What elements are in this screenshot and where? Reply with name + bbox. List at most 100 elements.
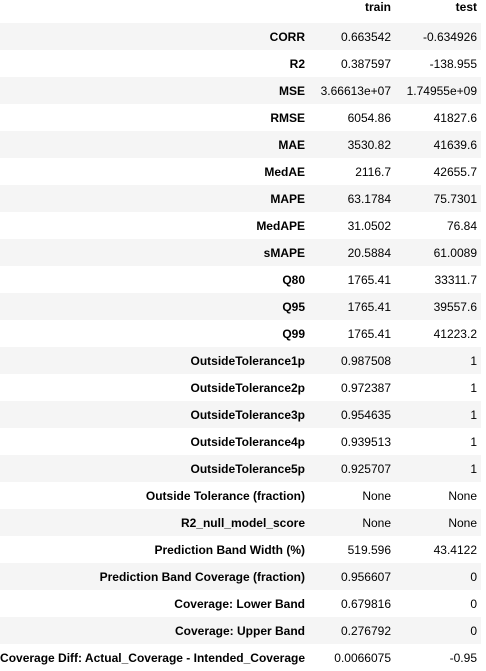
table-row: OutsideTolerance2p 0.972387 1 xyxy=(0,374,481,401)
train-value: 0.0066075 xyxy=(334,650,391,665)
row-label: R2_null_model_score xyxy=(180,515,305,530)
table-row: MSE 3.66613e+07 1.74955e+09 xyxy=(0,77,481,104)
table-row: CORR 0.663542 -0.634926 xyxy=(0,23,481,50)
train-value: 63.1784 xyxy=(347,191,391,206)
table-body: CORR 0.663542 -0.634926 R2 0.387597 -138.955 M… xyxy=(0,23,481,671)
table-row: Coverage Diff: Actual_Coverage - Intende… xyxy=(0,644,481,671)
test-value: 1.74955e+09 xyxy=(406,83,477,98)
test-value: 0 xyxy=(470,623,477,638)
test-value: 1 xyxy=(470,407,477,422)
train-value: 31.0502 xyxy=(347,218,391,233)
train-value: 0.387597 xyxy=(340,56,391,71)
table-row: Coverage: Upper Band 0.276792 0 xyxy=(0,617,481,644)
test-value: 42655.7 xyxy=(433,164,477,179)
test-value: -138.955 xyxy=(429,56,477,71)
table-row: Prediction Band Width (%) 519.596 43.4122 xyxy=(0,536,481,563)
row-label: MSE xyxy=(278,83,305,98)
train-value: None xyxy=(362,515,391,530)
table-row: Coverage: Lower Band 0.679816 0 xyxy=(0,590,481,617)
row-label: MAPE xyxy=(270,191,305,206)
train-value: 0.956607 xyxy=(340,569,391,584)
row-label: OutsideTolerance3p xyxy=(190,407,305,422)
row-label: OutsideTolerance1p xyxy=(190,353,305,368)
train-value: 6054.86 xyxy=(347,110,391,125)
row-label: Prediction Band Width (%) xyxy=(154,542,305,557)
table-row: OutsideTolerance1p 0.987508 1 xyxy=(0,347,481,374)
row-label: OutsideTolerance5p xyxy=(190,461,305,476)
row-label: MAE xyxy=(278,137,305,152)
row-label: Coverage: Upper Band xyxy=(174,623,305,638)
train-value: 3530.82 xyxy=(347,137,391,152)
table-row: Q80 1765.41 33311.7 xyxy=(0,266,481,293)
table-row: MAE 3530.82 41639.6 xyxy=(0,131,481,158)
train-value: 0.276792 xyxy=(340,623,391,638)
test-value: -0.95 xyxy=(449,650,477,665)
test-value: None xyxy=(448,488,477,503)
test-value: 1 xyxy=(470,353,477,368)
test-value: 39557.6 xyxy=(433,299,477,314)
table-row: sMAPE 20.5884 61.0089 xyxy=(0,239,481,266)
train-value: 0.939513 xyxy=(340,434,391,449)
table-row: R2_null_model_score None None xyxy=(0,509,481,536)
table-row: RMSE 6054.86 41827.6 xyxy=(0,104,481,131)
train-value: 2116.7 xyxy=(355,164,391,179)
table-row: Outside Tolerance (fraction) None None xyxy=(0,482,481,509)
row-label: RMSE xyxy=(270,110,305,125)
table-row: OutsideTolerance4p 0.939513 1 xyxy=(0,428,481,455)
table-row: Q99 1765.41 41223.2 xyxy=(0,320,481,347)
header-row: train test xyxy=(0,0,481,23)
row-label: Prediction Band Coverage (fraction) xyxy=(99,569,305,584)
train-value: 0.663542 xyxy=(340,29,391,44)
table-row: MAPE 63.1784 75.7301 xyxy=(0,185,481,212)
row-label: MedAPE xyxy=(256,218,305,233)
test-value: 61.0089 xyxy=(433,245,477,260)
row-label: CORR xyxy=(269,29,305,44)
table-row: OutsideTolerance3p 0.954635 1 xyxy=(0,401,481,428)
row-label: OutsideTolerance4p xyxy=(190,434,305,449)
train-value: 1765.41 xyxy=(347,299,391,314)
test-value: 41223.2 xyxy=(433,326,477,341)
train-value: 0.679816 xyxy=(340,596,391,611)
row-label: Q95 xyxy=(282,299,305,314)
row-label: Outside Tolerance (fraction) xyxy=(145,488,305,503)
test-value: 0 xyxy=(470,596,477,611)
row-label: Q80 xyxy=(282,272,305,287)
row-label: Q99 xyxy=(282,326,305,341)
test-value: 1 xyxy=(470,461,477,476)
test-value: 75.7301 xyxy=(433,191,477,206)
train-value: 0.925707 xyxy=(340,461,391,476)
test-value: 41827.6 xyxy=(433,110,477,125)
table-row: MedAE 2116.7 42655.7 xyxy=(0,158,481,185)
train-value: 0.954635 xyxy=(340,407,391,422)
table-row: MedAPE 31.0502 76.84 xyxy=(0,212,481,239)
train-value: 1765.41 xyxy=(347,326,391,341)
train-value: 20.5884 xyxy=(347,245,391,260)
row-label: sMAPE xyxy=(263,245,305,260)
test-value: 43.4122 xyxy=(433,542,477,557)
test-value: -0.634926 xyxy=(422,29,477,44)
train-value: 519.596 xyxy=(347,542,391,557)
table-row: OutsideTolerance5p 0.925707 1 xyxy=(0,455,481,482)
row-label: OutsideTolerance2p xyxy=(190,380,305,395)
train-value: None xyxy=(362,488,391,503)
row-label: Coverage: Lower Band xyxy=(174,596,305,611)
train-value: 1765.41 xyxy=(347,272,391,287)
train-value: 3.66613e+07 xyxy=(320,83,391,98)
test-value: None xyxy=(448,515,477,530)
column-header-test: test xyxy=(455,0,477,14)
table-row: R2 0.387597 -138.955 xyxy=(0,50,481,77)
train-value: 0.987508 xyxy=(340,353,391,368)
row-label: Coverage Diff: Actual_Coverage - Intende… xyxy=(0,650,305,665)
row-label: MedAE xyxy=(264,164,305,179)
table-row: Prediction Band Coverage (fraction) 0.956… xyxy=(0,563,481,590)
index-header xyxy=(0,0,309,23)
test-value: 1 xyxy=(470,380,477,395)
train-value: 0.972387 xyxy=(340,380,391,395)
test-value: 76.84 xyxy=(446,218,477,233)
test-value: 33311.7 xyxy=(434,272,478,287)
table-row: Q95 1765.41 39557.6 xyxy=(0,293,481,320)
row-label: R2 xyxy=(289,56,305,71)
test-value: 0 xyxy=(470,569,477,584)
test-value: 41639.6 xyxy=(433,137,477,152)
